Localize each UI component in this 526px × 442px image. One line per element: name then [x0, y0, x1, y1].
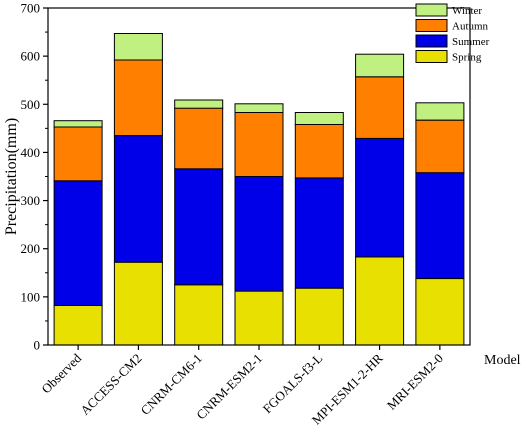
x-tick-label-observed: Observed	[38, 350, 84, 396]
bar-autumn-cnrm-esm2-1	[234, 112, 284, 177]
bar-summer-fgoals-f3-l	[294, 177, 344, 289]
bar-summer-cnrm-cm6-1	[174, 168, 224, 286]
bar-summer-cnrm-esm2-1	[234, 176, 284, 292]
y-tick-label: 100	[21, 289, 41, 304]
bar-winter-fgoals-f3-l	[294, 112, 344, 125]
bar-winter-cnrm-cm6-1	[174, 99, 224, 109]
y-axis-title: Precipitation(mm)	[3, 118, 20, 235]
x-tick-label-access-cm2: ACCESS-CM2	[77, 351, 144, 418]
legend-swatch-winter	[415, 3, 448, 17]
bar-autumn-cnrm-cm6-1	[174, 107, 224, 170]
bar-summer-observed	[53, 180, 103, 306]
bar-summer-mri-esm2-0	[415, 172, 465, 280]
bar-spring-fgoals-f3-l	[294, 287, 344, 346]
legend-swatch-autumn	[415, 19, 448, 32]
bar-summer-mpi-esm1-2-hr	[355, 138, 405, 258]
bar-winter-access-cm2	[113, 33, 163, 61]
x-tick-label-cnrm-cm6-1: CNRM-CM6-1	[138, 351, 205, 418]
legend-swatch-spring	[415, 50, 448, 63]
bar-autumn-access-cm2	[113, 59, 163, 137]
bar-winter-cnrm-esm2-1	[234, 103, 284, 114]
legend: Winter Autumn Summer Spring	[415, 3, 490, 64]
legend-label-spring: Spring	[452, 52, 482, 64]
bar-autumn-fgoals-f3-l	[294, 124, 344, 179]
bar-spring-observed	[53, 305, 103, 346]
y-tick-label: 300	[21, 193, 41, 208]
legend-swatch-summer	[415, 34, 448, 48]
bar-autumn-mri-esm2-0	[415, 119, 465, 174]
legend-label-summer: Summer	[452, 36, 490, 48]
y-tick-label: 400	[21, 145, 41, 160]
bar-spring-mri-esm2-0	[415, 278, 465, 346]
bar-spring-cnrm-cm6-1	[174, 284, 224, 346]
bar-winter-mri-esm2-0	[415, 102, 465, 121]
bar-spring-mpi-esm1-2-hr	[355, 256, 405, 346]
y-tick-label: 0	[34, 338, 41, 353]
x-tick-label-fgoals-f3-l: FGOALS-f3-L	[260, 350, 326, 416]
y-tick-label: 700	[21, 1, 41, 16]
x-axis-title: Model	[484, 353, 521, 368]
legend-label-winter: Winter	[452, 5, 482, 17]
bar-winter-observed	[53, 120, 103, 128]
bar-autumn-observed	[53, 126, 103, 182]
bar-summer-access-cm2	[113, 135, 163, 263]
bar-spring-access-cm2	[113, 261, 163, 346]
bar-spring-cnrm-esm2-1	[234, 290, 284, 346]
bar-autumn-mpi-esm1-2-hr	[355, 76, 405, 139]
bars-layer	[53, 33, 465, 346]
x-tick-label-mri-esm2-0: MRI-ESM2-0	[384, 351, 446, 413]
y-tick-label: 600	[21, 49, 41, 64]
legend-label-autumn: Autumn	[452, 21, 489, 33]
bar-winter-mpi-esm1-2-hr	[355, 53, 405, 78]
y-tick-label: 200	[21, 241, 41, 256]
y-tick-label: 500	[21, 97, 41, 112]
